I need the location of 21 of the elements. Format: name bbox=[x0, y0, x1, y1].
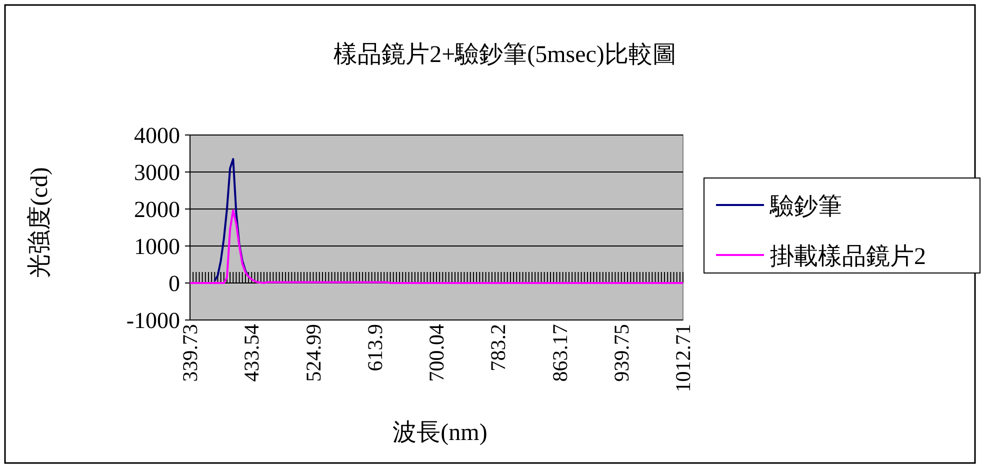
x-tick-label: 339.73 bbox=[178, 324, 202, 382]
x-tick-label: 863.17 bbox=[548, 324, 572, 382]
y-tick-label: 3000 bbox=[134, 160, 180, 185]
y-tick-label: 4000 bbox=[134, 123, 180, 148]
y-tick-label: -1000 bbox=[126, 308, 180, 333]
x-axis-title: 波長(nm) bbox=[392, 420, 488, 446]
x-tick-label: 1012.71 bbox=[671, 324, 695, 392]
x-tick-label: 939.75 bbox=[609, 324, 634, 382]
x-tick-label: 613.9 bbox=[362, 324, 387, 372]
y-tick-label: 0 bbox=[168, 271, 180, 296]
x-tick-label: 433.54 bbox=[240, 324, 264, 382]
legend-label: 驗鈔筆 bbox=[769, 194, 842, 220]
y-tick-label: 1000 bbox=[134, 234, 180, 259]
y-tick-label: 2000 bbox=[134, 197, 180, 222]
line-series bbox=[214, 158, 250, 282]
y-axis-title: 光強度(cd) bbox=[26, 167, 53, 278]
x-tick-label: 524.99 bbox=[301, 324, 326, 382]
legend-label: 掛載樣品鏡片2 bbox=[770, 243, 926, 270]
x-tick-label: 783.2 bbox=[486, 324, 510, 372]
chart-title: 樣品鏡片2+驗鈔筆(5msec)比較圖 bbox=[334, 41, 676, 68]
x-tick-label: 700.04 bbox=[424, 324, 448, 382]
